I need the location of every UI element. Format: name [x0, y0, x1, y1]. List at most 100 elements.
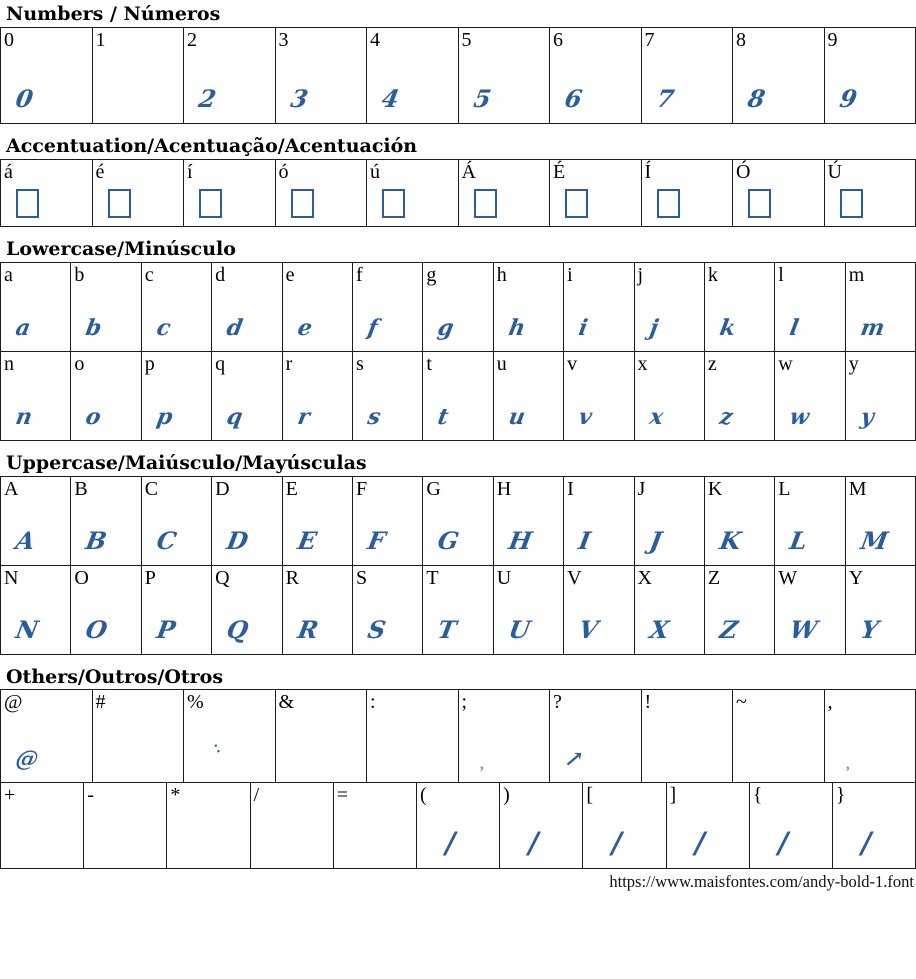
section-heading: Uppercase/Maiúsculo/Mayúsculas	[6, 453, 916, 474]
character-label: Z	[708, 567, 774, 590]
glyph-cell: Á	[459, 160, 551, 227]
glyph-row: @@#%··&:;,?↗!~,,	[1, 690, 916, 783]
character-label: Y	[849, 567, 915, 590]
character-label: t	[426, 353, 492, 376]
font-glyph-preview: 8	[746, 87, 767, 111]
font-glyph-preview: M	[859, 529, 890, 553]
character-label: ú	[370, 161, 458, 184]
font-glyph-preview: ↗	[563, 748, 585, 770]
font-glyph-preview: k	[718, 317, 737, 339]
font-glyph-preview: r	[296, 406, 311, 428]
font-glyph-preview: Q	[225, 618, 250, 642]
character-label: h	[497, 264, 563, 287]
character-label: q	[215, 353, 281, 376]
font-glyph-preview: K	[718, 529, 743, 553]
character-label: V	[567, 567, 633, 590]
glyph-cell: #	[93, 690, 185, 783]
font-glyph-preview: s	[366, 406, 382, 428]
character-label: a	[4, 264, 70, 287]
font-glyph-preview: B	[84, 529, 109, 553]
font-glyph-preview: F	[366, 529, 387, 553]
font-glyph-preview: ,	[847, 756, 851, 774]
font-glyph-preview: X	[647, 618, 670, 642]
section-heading: Numbers / Números	[6, 4, 916, 25]
glyph-cell: ,,	[825, 690, 916, 783]
glyph-cell: ]/	[667, 783, 750, 869]
missing-glyph-box-icon	[565, 189, 588, 218]
character-label: M	[849, 478, 915, 501]
font-glyph-preview: /	[611, 829, 622, 858]
glyph-table: @@#%··&:;,?↗!~,,+-*/=(/)/[/]/{/}/	[0, 689, 916, 869]
character-label: G	[426, 478, 492, 501]
character-label: -	[87, 784, 166, 807]
glyph-cell: É	[550, 160, 642, 227]
font-glyph-preview: j	[648, 317, 660, 339]
font-glyph-preview: l	[788, 317, 800, 339]
character-label: j	[638, 264, 704, 287]
character-label: )	[503, 784, 582, 807]
glyph-cell: ;,	[459, 690, 551, 783]
glyph-cell: *	[167, 783, 250, 869]
character-label: Í	[645, 161, 733, 184]
font-glyph-preview: o	[84, 406, 103, 428]
missing-glyph-box-icon	[657, 189, 680, 218]
glyph-cell: {/	[750, 783, 833, 869]
glyph-row: +-*/=(/)/[/]/{/}/	[1, 783, 916, 869]
font-glyph-preview: v	[577, 406, 594, 428]
character-label: }	[836, 784, 915, 807]
missing-glyph-box-icon	[748, 189, 771, 218]
character-label: Á	[462, 161, 550, 184]
character-label: D	[215, 478, 281, 501]
font-glyph-preview: V	[577, 618, 600, 642]
character-label: P	[145, 567, 211, 590]
font-glyph-preview: 0	[14, 87, 35, 111]
font-glyph-preview: G	[436, 529, 461, 553]
character-label: :	[370, 691, 458, 714]
character-label: R	[286, 567, 352, 590]
font-glyph-preview: z	[718, 406, 734, 428]
character-label: C	[145, 478, 211, 501]
font-glyph-preview: p	[155, 406, 174, 428]
font-glyph-preview: f	[366, 317, 379, 339]
character-label: ó	[279, 161, 367, 184]
character-label: =	[337, 784, 416, 807]
glyph-cell: =	[334, 783, 417, 869]
character-label: {	[753, 784, 832, 807]
character-label: 9	[828, 29, 916, 52]
glyph-cell: )/	[500, 783, 583, 869]
font-glyph-preview: d	[225, 317, 244, 339]
font-glyph-preview: t	[436, 406, 450, 428]
character-label: n	[4, 353, 70, 376]
character-label: +	[4, 784, 83, 807]
character-label: ~	[736, 691, 824, 714]
glyph-cell: í	[184, 160, 276, 227]
character-label: g	[426, 264, 492, 287]
font-glyph-preview: a	[14, 317, 32, 339]
